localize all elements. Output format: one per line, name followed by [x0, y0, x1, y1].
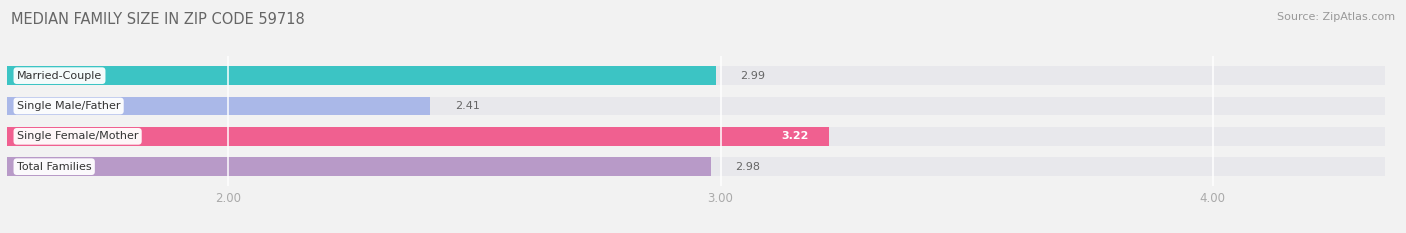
Text: Single Female/Mother: Single Female/Mother [17, 131, 138, 141]
Bar [7, 127, 1385, 146]
Text: Source: ZipAtlas.com: Source: ZipAtlas.com [1277, 12, 1395, 22]
Text: MEDIAN FAMILY SIZE IN ZIP CODE 59718: MEDIAN FAMILY SIZE IN ZIP CODE 59718 [11, 12, 305, 27]
Text: 2.99: 2.99 [741, 71, 765, 81]
Text: Married-Couple: Married-Couple [17, 71, 103, 81]
Bar [7, 157, 710, 176]
Bar [7, 97, 1385, 115]
Text: Total Families: Total Families [17, 162, 91, 172]
Bar [7, 157, 1385, 176]
Bar [7, 66, 1385, 85]
Text: 3.22: 3.22 [782, 131, 810, 141]
Text: 2.41: 2.41 [454, 101, 479, 111]
Bar [7, 127, 830, 146]
Text: 2.98: 2.98 [735, 162, 761, 172]
Bar [7, 97, 430, 115]
Text: Single Male/Father: Single Male/Father [17, 101, 121, 111]
Bar [7, 66, 716, 85]
